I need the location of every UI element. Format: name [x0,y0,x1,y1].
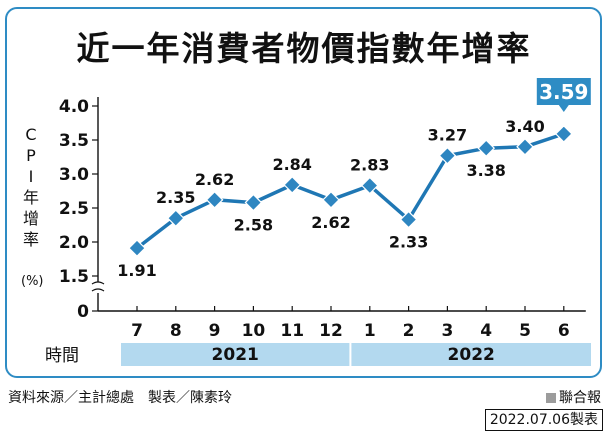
data-label: 2.35 [156,188,195,207]
y-axis-label-char: 增 [22,209,39,228]
axis-break-mark [91,281,105,285]
data-label: 3.59 [539,80,588,104]
y-tick-label: 3.5 [59,131,89,151]
data-point [516,137,534,156]
x-tick-label: 7 [131,321,143,341]
y-axis-label-char: P [26,146,36,165]
x-tick-label: 5 [519,321,531,341]
data-label: 2.33 [389,233,428,252]
data-point [128,239,146,257]
latest-value-pointer [558,105,569,112]
y-axis-label-char: I [28,167,34,186]
data-point [438,146,457,165]
x-tick-label: 3 [441,321,453,341]
y-axis-label-spacer [21,250,41,271]
data-point [166,209,185,228]
y-axis-label-char: 年 [22,188,39,207]
data-point [554,125,573,143]
data-label: 2.62 [311,213,350,232]
brand-square-icon [546,393,556,403]
data-point [205,190,224,209]
y-axis-label-unit: (%) [21,274,44,289]
y-tick-label: 0 [77,302,89,322]
data-point [283,176,302,194]
y-tick-label: 2.0 [59,233,89,253]
data-label: 2.62 [195,170,234,189]
data-label: 2.83 [350,156,389,175]
year-label: 2021 [212,345,259,365]
publisher-name: 聯合報 [559,390,601,406]
data-label: 3.40 [505,117,544,136]
year-label: 2022 [448,345,495,365]
chart-frame [5,7,602,378]
year-band [351,343,591,366]
x-tick-label: 8 [170,321,182,341]
x-tick-label: 10 [242,321,266,341]
chart-title: 近一年消費者物價指數年增率 [76,29,532,68]
y-tick-label: 1.5 [59,267,89,287]
y-axis-label: C P I 年 增 率 (%) [21,124,44,292]
x-tick-label: 6 [558,321,570,341]
publisher-brand: 聯合報 [546,387,601,407]
data-point [360,176,379,195]
x-tick-label: 12 [319,321,343,341]
data-point [399,210,418,229]
y-axis-label-char: C [25,125,37,144]
data-point [322,190,340,209]
axis-break-mark [91,288,105,292]
data-label: 2.58 [234,216,273,235]
x-tick-label: 4 [480,321,492,341]
data-label: 1.91 [117,261,156,280]
data-point [477,139,496,158]
y-tick-label: 2.5 [59,199,89,219]
data-label: 3.27 [428,126,467,145]
data-label: 2.84 [272,155,311,174]
latest-value-box [536,78,591,105]
y-axis-label-char: 率 [22,230,39,249]
year-band [121,343,350,366]
data-label: 3.38 [466,161,505,180]
x-tick-label: 2 [403,321,415,341]
date-stamp: 2022.07.06製表 [484,409,603,431]
x-tick-label: 1 [364,321,376,341]
x-tick-label: 11 [280,321,304,341]
data-point [244,193,263,212]
y-tick-label: 4.0 [59,97,89,117]
x-tick-label: 9 [209,321,221,341]
y-tick-label: 3.0 [59,165,89,185]
source-credit: 資料來源／主計總處 製表／陳素玲 [8,390,232,406]
x-axis-title: 時間 [45,346,79,366]
